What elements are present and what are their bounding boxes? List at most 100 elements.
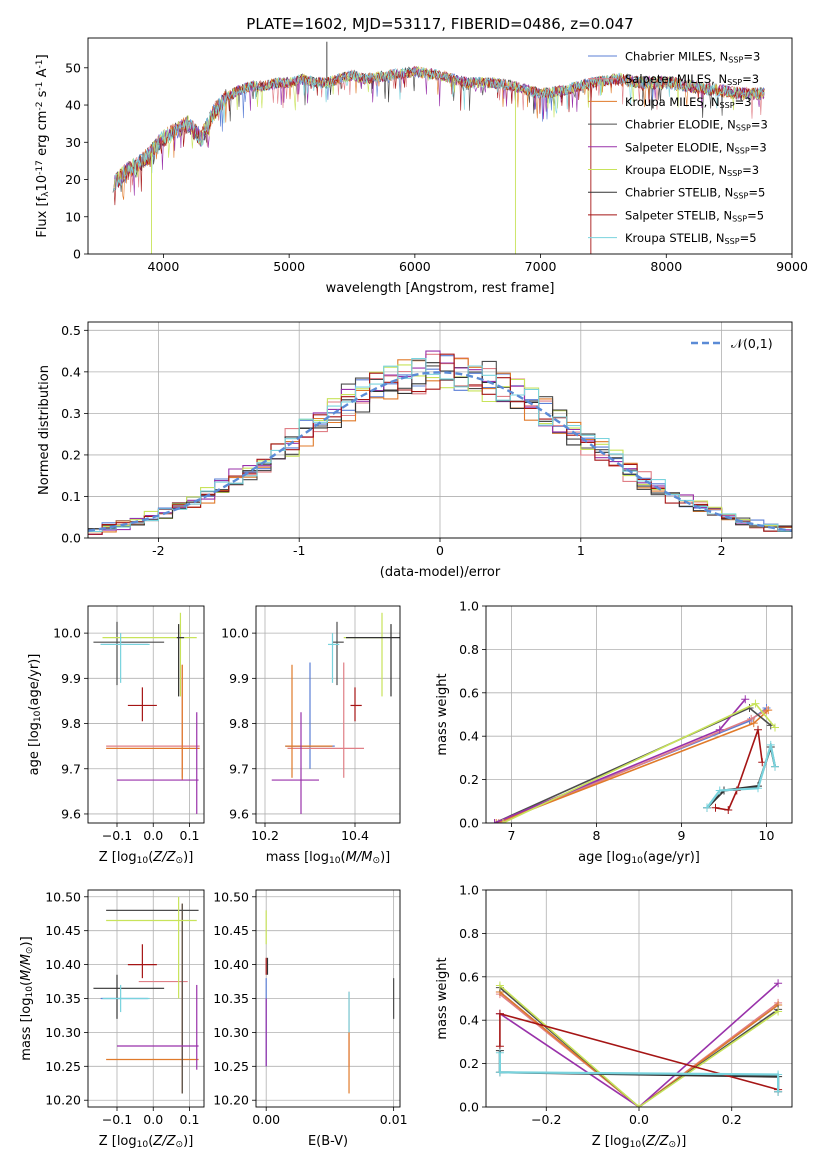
y-tick-label: 0.5 (61, 323, 81, 338)
errorbar-point (138, 980, 188, 1067)
weight-marker (495, 1009, 504, 1018)
y-tick-label: 9.9 (61, 671, 81, 686)
errorbar-point (106, 664, 200, 781)
spectrum-axes: 4000 5000 6000 7000 8000 9000 0 10 20 30 40 50 wavel… (35, 15, 808, 296)
y-tick-label: 50 (65, 60, 81, 75)
age-vs-Z-axes: −0.1 0.0 0.1 9.6 9.7 9.8 9.9 10.0 Z [log10(Z/Z⊙)… (27, 605, 205, 866)
weight-line-series-3 (499, 986, 779, 1107)
legend-entry: Salpeter MILES, NSSP=3 (625, 72, 759, 87)
errorbar-point (117, 712, 199, 814)
errorbar-point (127, 944, 157, 979)
y-tick-label: 10.0 (53, 626, 81, 641)
weight-marker (771, 762, 779, 771)
plot-frame (255, 889, 401, 1108)
y-tick-label: 1.0 (459, 883, 479, 898)
x-tick-label: 8 (593, 828, 601, 843)
x-tick-label: 7 (508, 828, 516, 843)
x-tick-label: 0.0 (143, 1112, 163, 1127)
weight-marker (754, 725, 762, 734)
plot-frame (485, 605, 793, 824)
plot-frame (485, 889, 793, 1108)
x-tick-label: -1 (293, 543, 305, 558)
spectrum-x-label: wavelength [Angstrom, rest frame] (326, 281, 555, 296)
y-tick-label: 0.0 (459, 816, 479, 831)
y-tick-label: 0.0 (459, 1100, 479, 1115)
weight-marker (715, 786, 724, 795)
weight-marker (747, 714, 756, 723)
legend-entry: Chabrier STELIB, NSSP=5 (625, 186, 765, 201)
weight-marker (711, 803, 720, 812)
y-tick-label: 10.25 (213, 1059, 249, 1074)
y-tick-label: 20 (65, 172, 81, 187)
plot-frame (87, 37, 793, 255)
y-tick-label: 9.8 (61, 716, 81, 731)
histogram-series-8 (88, 357, 792, 532)
errorbar-point (343, 612, 383, 697)
errorbar-point (346, 624, 400, 697)
mass-vs-ebv-x-label: E(B-V) (308, 1134, 348, 1149)
spectrum-y-label: Flux [fλ10-17 erg cm-2 s-1 A-1] (35, 54, 51, 237)
y-tick-label: 10.35 (213, 991, 249, 1006)
weight-line-series-1 (499, 993, 779, 1107)
y-tick-label: 9.8 (229, 716, 249, 731)
plot-frame (87, 889, 205, 1108)
errorbar-point (271, 712, 319, 814)
weight-vs-age-y-label: mass weight (435, 673, 450, 755)
age-vs-mass-x-label: mass [log10(M/M⊙)] (266, 850, 390, 866)
weight-line-series-8 (498, 1052, 780, 1092)
y-tick-label: 40 (65, 98, 81, 113)
mass-vs-ebv-axes: 0.00 0.01 10.20 10.25 10.30 10.35 10.40 10.45 10… (213, 889, 407, 1149)
age-vs-Z-x-label: Z [log10(Z/Z⊙)] (99, 850, 194, 866)
residuals-x-label: (data-model)/error (380, 565, 501, 580)
errorbar-point (285, 664, 333, 778)
weight-marker (774, 1087, 783, 1096)
x-tick-label: 4000 (148, 259, 180, 274)
y-tick-label: 10 (65, 209, 81, 224)
weight-marker (774, 1070, 783, 1079)
errorbar-point (328, 633, 340, 683)
weight-marker (771, 723, 779, 732)
y-tick-label: 0.8 (459, 642, 479, 657)
x-tick-label: −0.2 (531, 1112, 561, 1127)
y-tick-label: 0.2 (61, 447, 81, 462)
x-tick-label: 8000 (650, 259, 682, 274)
plot-frame (87, 321, 793, 539)
weight-vs-age-axes: 7 8 9 10 0.0 0.2 0.4 0.6 0.8 1.0 age [log10(age/yr… (435, 599, 793, 866)
errorbar-point (93, 621, 165, 686)
weight-marker (703, 803, 711, 812)
y-tick-label: 9.7 (229, 761, 249, 776)
weight-marker (495, 981, 504, 990)
y-tick-label: 30 (65, 135, 81, 150)
y-tick-label: 10.45 (213, 923, 249, 938)
weight-marker (751, 699, 760, 708)
residuals-y-label: Normed distribution (37, 365, 52, 495)
plot-frame (255, 605, 401, 824)
residuals-axes: -2 -1 0 1 2 0.0 0.1 0.2 0.3 0.4 0.5 (data-model)/er… (37, 321, 793, 580)
mass-vs-Z-y-label: mass [log10(M/M⊙)] (19, 936, 35, 1060)
y-tick-label: 0.1 (61, 489, 81, 504)
weight-marker (495, 1048, 504, 1057)
y-tick-label: 9.9 (229, 671, 249, 686)
errorbar-point (117, 984, 199, 1070)
errorbar-point (100, 633, 150, 683)
y-tick-label: 0 (73, 247, 81, 262)
weight-vs-Z-y-label: mass weight (435, 957, 450, 1039)
y-tick-label: 0.3 (61, 406, 81, 421)
weight-vs-Z-axes: −0.2 0.0 0.2 0.0 0.2 0.4 0.6 0.8 1.0 Z [log10(Z/Z… (435, 883, 793, 1150)
weight-marker (741, 695, 750, 704)
x-tick-label: 7000 (525, 259, 557, 274)
spectrum-series-8 (112, 67, 765, 193)
weight-marker (495, 1068, 504, 1077)
mass-vs-Z-axes: −0.1 0.0 0.1 10.20 10.25 10.30 10.35 10.40 10.45… (19, 889, 205, 1150)
weight-marker (490, 819, 499, 823)
mass-vs-Z-x-label: Z [log10(Z/Z⊙)] (99, 1134, 194, 1150)
age-vs-Z-y-label: age [log10(age/yr)] (27, 654, 43, 776)
x-tick-label: 5000 (273, 259, 305, 274)
legend-entry: Kroupa STELIB, NSSP=5 (625, 231, 757, 246)
weight-marker (715, 725, 724, 734)
legend-entry: Salpeter STELIB, NSSP=5 (625, 208, 764, 223)
y-tick-label: 10.50 (45, 889, 81, 904)
weight-line-series-4 (494, 698, 746, 823)
errorbar-point (106, 903, 199, 1094)
